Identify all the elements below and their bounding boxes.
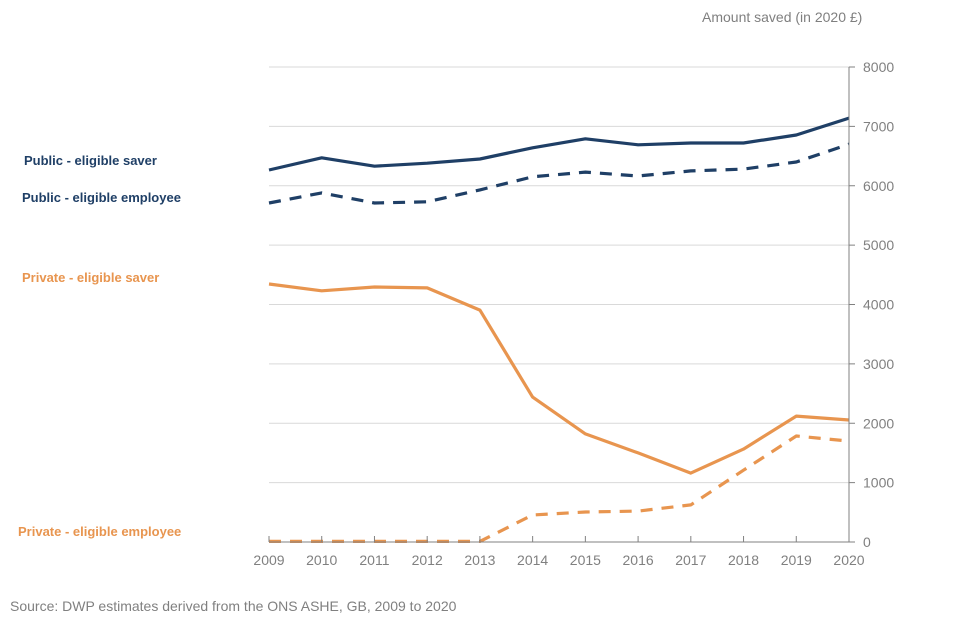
y-tick-label: 5000 <box>863 237 894 253</box>
x-tick-label: 2016 <box>623 552 654 568</box>
legend-label-public-saver: Public - eligible saver <box>24 153 157 168</box>
y-tick-label: 7000 <box>863 118 894 134</box>
gridlines <box>269 66 849 484</box>
y-axis-title: Amount saved (in 2020 £) <box>702 9 862 25</box>
x-tick-label: 2010 <box>306 552 337 568</box>
x-tick-label: 2011 <box>359 552 389 568</box>
axes <box>268 66 855 543</box>
legend-label-private-saver: Private - eligible saver <box>22 270 159 285</box>
source-note: Source: DWP estimates derived from the O… <box>10 598 457 614</box>
x-tick-label: 2015 <box>570 552 601 568</box>
y-tick-label: 6000 <box>863 178 894 194</box>
y-tick-label: 3000 <box>863 356 894 372</box>
y-tick-label: 4000 <box>863 297 894 313</box>
series-line-public-eligible-employee <box>268 142 850 205</box>
x-tick-labels: 2009 2010 2011 2012 2013 2014 2015 2016 2017 2018… <box>253 552 864 568</box>
series-line-public-eligible-saver <box>268 116 850 172</box>
y-tick-label: 1000 <box>863 475 894 491</box>
x-tick-label: 2012 <box>412 552 443 568</box>
x-tick-label: 2018 <box>728 552 759 568</box>
series-line-private-eligible-saver <box>268 282 850 475</box>
y-tick-labels: 0 1000 2000 3000 4000 5000 6000 7000 8000 <box>863 59 894 550</box>
x-tick-label: 2020 <box>833 552 864 568</box>
legend-label-public-employee: Public - eligible employee <box>22 190 181 205</box>
legend-label-private-employee: Private - eligible employee <box>18 524 181 539</box>
series-line-private-eligible-employee <box>269 434 850 544</box>
y-tick-label: 8000 <box>863 59 894 75</box>
x-tick-label: 2014 <box>517 552 548 568</box>
x-tick-label: 2019 <box>781 552 812 568</box>
x-tick-label: 2009 <box>253 552 284 568</box>
x-tick-label: 2013 <box>464 552 495 568</box>
y-tick-label: 2000 <box>863 415 894 431</box>
series-lines <box>268 116 850 544</box>
x-tick-label: 2017 <box>675 552 706 568</box>
y-tick-label: 0 <box>863 534 871 550</box>
